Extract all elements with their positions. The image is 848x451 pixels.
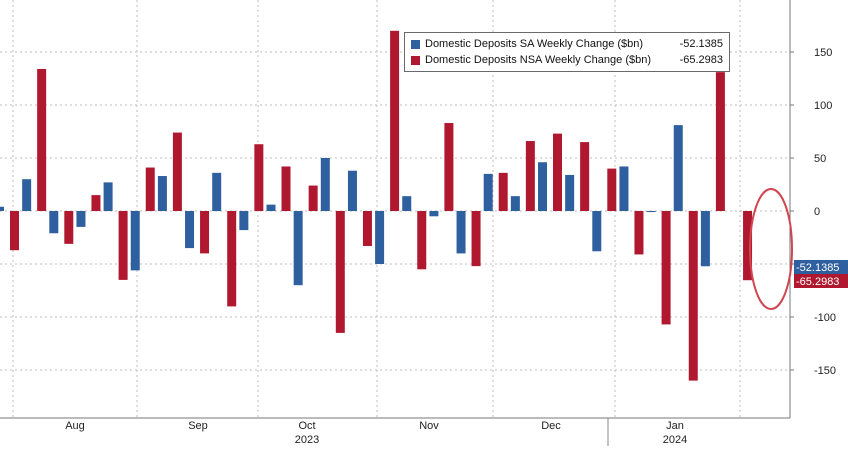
y-tick-label: -150: [814, 365, 836, 377]
x-tick-label: Dec: [541, 420, 561, 432]
x-tick-label: Sep: [188, 420, 208, 432]
last-value-tag-nsa-text: -65.2983: [796, 276, 839, 288]
bar-nsa: [118, 211, 128, 280]
bar-sa: [592, 211, 602, 252]
bar-sa: [429, 211, 439, 217]
bar-nsa: [743, 211, 753, 281]
bar-nsa: [91, 195, 101, 211]
bar-sa: [103, 182, 113, 211]
last-value-tag-sa: -52.1385: [794, 260, 848, 274]
axis-labels: -150-100-50050100150AugSepOctNovDecJan20…: [65, 47, 848, 446]
legend-swatch-sa: [411, 39, 420, 49]
bar-sa: [375, 211, 385, 264]
bar-nsa: [607, 168, 617, 211]
legend-label-sa: Domestic Deposits SA Weekly Change ($bn): [425, 38, 644, 50]
bar-nsa: [553, 133, 562, 211]
axes: [0, 0, 794, 446]
last-value-tag-nsa: -65.2983: [794, 274, 848, 288]
bar-nsa: [634, 211, 644, 255]
bar-sa: [347, 170, 357, 211]
bar-sa: [456, 211, 466, 254]
x-tick-label: Nov: [419, 420, 439, 432]
highlight-circle: [749, 188, 793, 310]
bar-nsa: [444, 123, 454, 211]
bar-sa: [239, 211, 249, 231]
x-year-label: 2024: [663, 434, 687, 446]
bar-nsa: [308, 185, 318, 211]
bar-sa: [212, 172, 222, 211]
bar-sa: [700, 211, 710, 267]
bar-nsa: [64, 211, 74, 244]
legend: Domestic Deposits SA Weekly Change ($bn)…: [404, 32, 730, 72]
bar-nsa: [688, 211, 698, 381]
bar-sa: [293, 211, 303, 286]
bar-sa: [402, 196, 412, 211]
bar-nsa: [471, 211, 481, 267]
bar-sa: [22, 179, 32, 211]
bar-sa: [185, 211, 195, 249]
bar-sa: [483, 173, 493, 211]
bar-sa: [320, 158, 330, 211]
bar-sa: [49, 211, 59, 234]
bar-nsa: [145, 167, 155, 211]
bar-sa: [619, 166, 629, 211]
bars: [0, 30, 753, 381]
bar-sa: [673, 125, 683, 211]
last-value-tag-sa-text: -52.1385: [796, 262, 839, 274]
bar-sa: [157, 176, 167, 211]
bar-sa: [538, 162, 547, 211]
bar-nsa: [335, 211, 345, 333]
y-tick-label: 100: [814, 100, 832, 112]
bar-nsa: [661, 211, 671, 325]
legend-value-nsa: -65.2983: [679, 54, 723, 66]
legend-entry-sa: Domestic Deposits SA Weekly Change ($bn)…: [411, 36, 723, 52]
x-year-label: 2023: [295, 434, 319, 446]
legend-swatch-nsa: [411, 55, 420, 65]
last-value-tag-nsa-box: [794, 274, 848, 288]
bar-nsa: [227, 211, 237, 307]
bar-sa: [565, 174, 575, 211]
bar-nsa: [417, 211, 427, 270]
bar-sa: [76, 211, 86, 227]
y-tick-label: 50: [814, 153, 826, 165]
y-tick-label: 150: [814, 47, 832, 59]
y-tick-label: 0: [814, 206, 820, 218]
bar-sa: [646, 211, 656, 213]
last-value-tag-sa-box: [794, 260, 848, 274]
bar-nsa: [200, 211, 210, 254]
bar-nsa: [525, 141, 535, 211]
bar-nsa: [362, 211, 372, 246]
bar-sa: [0, 206, 4, 211]
bar-nsa: [172, 132, 182, 211]
bar-nsa: [390, 30, 400, 211]
bar-nsa: [715, 72, 725, 211]
bar-nsa: [10, 211, 19, 251]
y-tick-label: -100: [814, 312, 836, 324]
legend-entry-nsa: Domestic Deposits NSA Weekly Change ($bn…: [411, 52, 723, 68]
x-tick-label: Aug: [65, 420, 85, 432]
bar-nsa: [37, 68, 47, 212]
x-tick-label: Jan: [666, 420, 684, 432]
bar-sa: [510, 196, 520, 211]
bar-nsa: [254, 144, 264, 211]
x-tick-label: Oct: [298, 420, 315, 432]
legend-value-sa: -52.1385: [679, 38, 723, 50]
bar-sa: [266, 204, 276, 211]
bar-sa: [130, 211, 140, 271]
bar-nsa: [281, 166, 291, 211]
legend-label-nsa: Domestic Deposits NSA Weekly Change ($bn…: [425, 54, 652, 66]
bar-nsa: [498, 172, 508, 211]
bar-nsa: [580, 142, 590, 211]
